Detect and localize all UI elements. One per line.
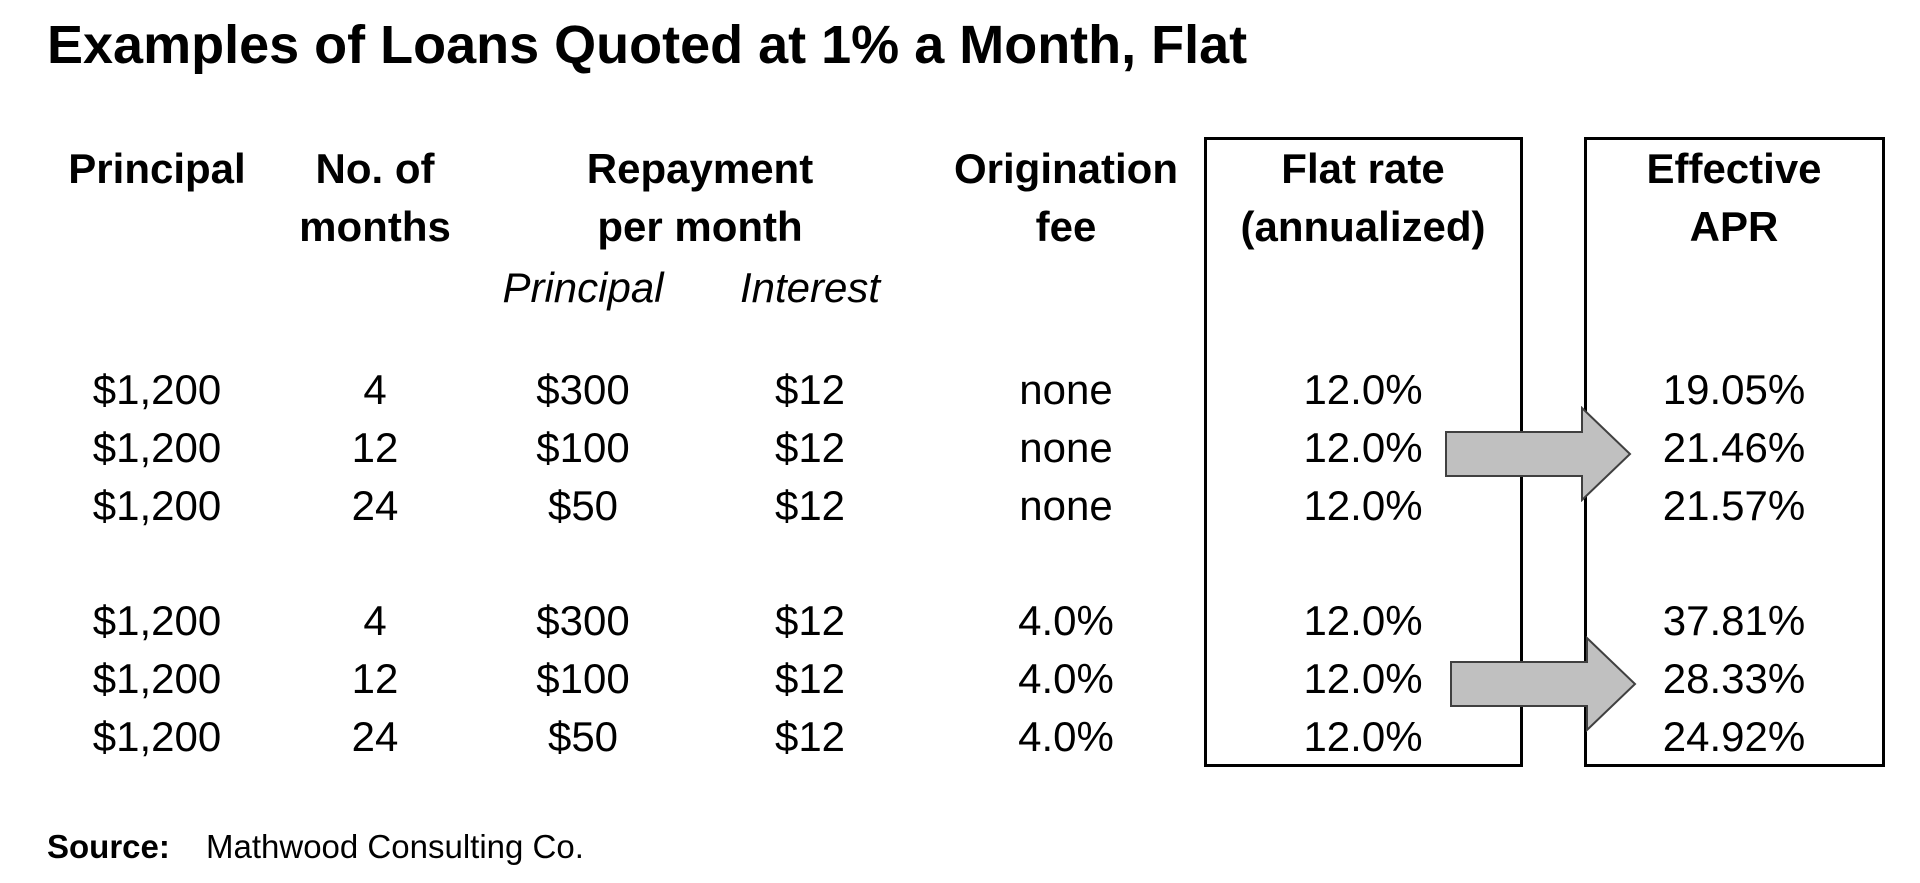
cell-months: 24 (351, 713, 399, 760)
cell-repay-interest: $12 (774, 597, 846, 644)
header-repayment: Repayment per month (587, 140, 813, 256)
header-apr-line1: Effective (1646, 145, 1822, 192)
cell-repay-interest: $12 (774, 713, 846, 760)
cell-flat-rate: 12.0% (1303, 366, 1423, 413)
cell-flat-rate: 12.0% (1303, 482, 1423, 529)
cell-repay-interest: $12 (774, 424, 846, 471)
cell-repay-interest: $12 (774, 655, 846, 702)
cell-principal: $1,200 (92, 713, 222, 760)
cell-apr: 37.81% (1662, 597, 1806, 644)
cell-principal: $1,200 (92, 424, 222, 471)
header-months: No. of months (299, 140, 451, 256)
header-apr: Effective APR (1646, 140, 1821, 256)
cell-months: 4 (363, 597, 387, 644)
cell-fee: 4.0% (1018, 597, 1114, 644)
source-label: Source: (47, 828, 170, 865)
cell-fee: none (1019, 424, 1113, 471)
cell-repay-interest: $12 (774, 366, 846, 413)
header-origination-line2: fee (1035, 203, 1097, 250)
arrow-right-icon (1450, 636, 1637, 732)
header-repayment-interest: Interest (739, 264, 881, 311)
header-flat-rate-line2: (annualized) (1240, 203, 1486, 250)
cell-repay-principal: $300 (536, 597, 630, 644)
cell-fee: none (1019, 366, 1113, 413)
header-months-line2: months (299, 203, 451, 250)
header-principal-line1: Principal (68, 145, 246, 192)
header-origination-line1: Origination (954, 145, 1178, 192)
cell-repay-principal: $100 (536, 424, 630, 471)
header-months-line1: No. of (315, 145, 435, 192)
header-flat-rate: Flat rate (annualized) (1240, 140, 1485, 256)
cell-fee: 4.0% (1018, 655, 1114, 702)
page-title: Examples of Loans Quoted at 1% a Month, … (47, 15, 1248, 75)
cell-months: 24 (351, 482, 399, 529)
cell-months: 12 (351, 424, 399, 471)
cell-repay-principal: $50 (547, 482, 619, 529)
cell-principal: $1,200 (92, 597, 222, 644)
cell-flat-rate: 12.0% (1303, 424, 1423, 471)
header-repayment-line2: per month (597, 203, 803, 250)
cell-principal: $1,200 (92, 366, 222, 413)
cell-repay-principal: $50 (547, 713, 619, 760)
cell-apr: 19.05% (1662, 366, 1806, 413)
cell-fee: 4.0% (1018, 713, 1114, 760)
header-apr-line2: APR (1689, 203, 1779, 250)
cell-repay-principal: $100 (536, 655, 630, 702)
cell-months: 12 (351, 655, 399, 702)
source-value: Mathwood Consulting Co. (206, 828, 584, 865)
cell-repay-principal: $300 (536, 366, 630, 413)
cell-apr: 21.46% (1662, 424, 1806, 471)
cell-principal: $1,200 (92, 655, 222, 702)
cell-flat-rate: 12.0% (1303, 655, 1423, 702)
cell-principal: $1,200 (92, 482, 222, 529)
cell-flat-rate: 12.0% (1303, 597, 1423, 644)
header-principal: Principal (68, 140, 245, 198)
cell-flat-rate: 12.0% (1303, 713, 1423, 760)
cell-apr: 24.92% (1662, 713, 1806, 760)
header-repayment-principal: Principal (502, 264, 664, 311)
cell-apr: 21.57% (1662, 482, 1806, 529)
cell-months: 4 (363, 366, 387, 413)
header-flat-rate-line1: Flat rate (1281, 145, 1445, 192)
cell-apr: 28.33% (1662, 655, 1806, 702)
header-repayment-line1: Repayment (586, 145, 814, 192)
header-origination: Origination fee (954, 140, 1178, 256)
arrow-right-icon (1445, 406, 1632, 502)
cell-fee: none (1019, 482, 1113, 529)
cell-repay-interest: $12 (774, 482, 846, 529)
